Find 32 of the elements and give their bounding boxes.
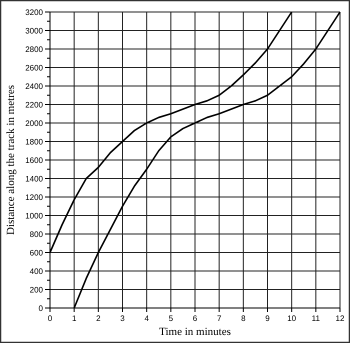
y-tick-label: 600 bbox=[30, 248, 44, 258]
y-tick-label: 200 bbox=[30, 285, 44, 294]
x-tick-label: 7 bbox=[216, 314, 222, 323]
y-tick-label: 1800 bbox=[25, 137, 44, 146]
y-tick-label: 2000 bbox=[25, 118, 44, 128]
x-tick-label: 12 bbox=[336, 314, 345, 323]
x-tick-label: 11 bbox=[312, 314, 321, 323]
x-tick-label: 1 bbox=[72, 314, 77, 323]
x-tick-label: 8 bbox=[241, 314, 246, 323]
y-tick-label: 2800 bbox=[25, 44, 44, 54]
y-tick-label: 800 bbox=[30, 230, 44, 239]
y-tick-label: 2600 bbox=[25, 63, 44, 72]
y-tick-label: 2400 bbox=[25, 82, 44, 91]
x-tick-label: 5 bbox=[168, 314, 174, 323]
y-tick-label: 1200 bbox=[25, 192, 44, 202]
y-tick-label: 1400 bbox=[25, 174, 44, 184]
y-tick-label: 3000 bbox=[25, 26, 44, 36]
y-axis-title: Distance along the track in metres bbox=[5, 85, 17, 235]
x-tick-label: 2 bbox=[96, 314, 102, 323]
x-tick-label: 0 bbox=[48, 314, 53, 323]
y-tick-label: 0 bbox=[38, 304, 44, 313]
x-tick-label: 9 bbox=[265, 314, 270, 323]
y-tick-label: 1600 bbox=[25, 156, 44, 165]
y-tick-label: 3200 bbox=[25, 8, 44, 17]
x-tick-label: 6 bbox=[192, 314, 198, 323]
x-tick-label: 3 bbox=[120, 314, 126, 323]
x-tick-label: 10 bbox=[287, 314, 297, 323]
y-tick-label: 2200 bbox=[25, 100, 44, 110]
x-axis-title: Time in minutes bbox=[159, 326, 231, 338]
x-tick-label: 4 bbox=[144, 314, 150, 323]
y-tick-label: 400 bbox=[30, 266, 44, 276]
y-tick-label: 1000 bbox=[25, 211, 44, 220]
